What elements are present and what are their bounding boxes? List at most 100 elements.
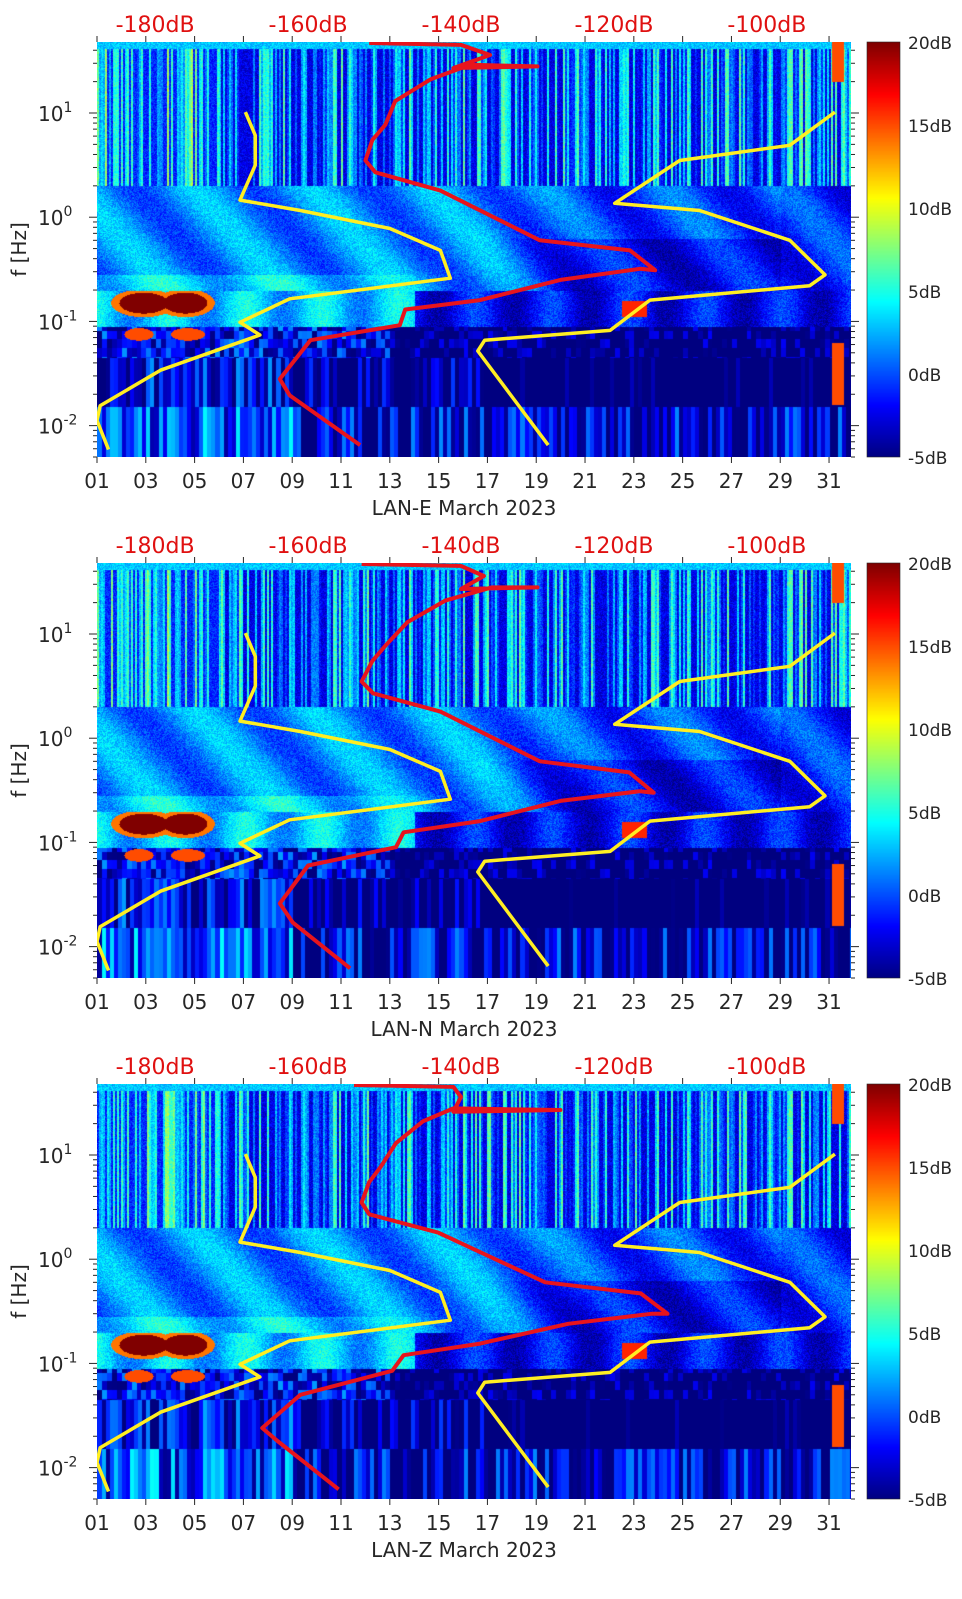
y-tick-base: 10 — [38, 623, 63, 647]
x-tick-label: 27 — [719, 469, 744, 493]
colorbar-tick-label: -5dB — [908, 449, 947, 469]
axes-overlay: 01 03 05 07 09 11 13 15 17 19 21 23 25 27 29 3110110010… — [7, 1055, 952, 1562]
high-noise-model-line — [476, 110, 836, 447]
x-tick-label: 15 — [426, 469, 451, 493]
x-tick-label: 21 — [572, 990, 597, 1014]
colorbar-tick-label: 15dB — [908, 638, 952, 658]
x-tick-label: 05 — [182, 469, 207, 493]
spectrogram-panel: 01 03 05 07 09 11 13 15 17 19 21 23 25 27 29 31 101 100 10… — [0, 0, 962, 520]
top-axis-db-label: -160dB — [269, 13, 348, 38]
colorbar — [867, 1084, 900, 1499]
top-axis-db-label: -120dB — [574, 534, 653, 559]
x-tick-label: 01 — [84, 1511, 109, 1535]
x-axis-label: LAN-N March 2023 — [370, 1017, 557, 1041]
colorbar-tick-label: 5dB — [908, 804, 941, 824]
y-tick-label: 10-2 — [38, 1455, 77, 1481]
y-tick-exponent: -2 — [63, 934, 77, 950]
axes-overlay: 01 03 05 07 09 11 13 15 17 19 21 23 25 27 29 3110110010… — [7, 13, 952, 520]
y-tick-base: 10 — [38, 206, 63, 230]
x-tick-label: 19 — [523, 1511, 548, 1535]
colorbar-tick-label: 5dB — [908, 1325, 941, 1345]
x-tick-label: 11 — [328, 1511, 353, 1535]
y-tick-label: 10-1 — [38, 308, 77, 334]
y-tick-exponent: 0 — [63, 725, 72, 741]
colorbar-tick-label: 20dB — [908, 1076, 952, 1096]
x-tick-label: 07 — [231, 1511, 256, 1535]
colorbar-tick-label: 0dB — [908, 887, 941, 907]
y-tick-base: 10 — [38, 727, 63, 751]
top-axis-db-label: -140dB — [422, 13, 501, 38]
colorbar-tick-label: 0dB — [908, 366, 941, 386]
x-tick-label: 29 — [768, 1511, 793, 1535]
x-tick-label: 11 — [328, 990, 353, 1014]
x-tick-label: 07 — [231, 990, 256, 1014]
x-tick-label: 25 — [670, 990, 695, 1014]
y-tick-label: 10-1 — [38, 829, 77, 855]
high-noise-model-line — [476, 631, 836, 968]
y-tick-base: 10 — [38, 1144, 63, 1168]
x-tick-label: 13 — [377, 469, 402, 493]
x-tick-label: 27 — [719, 1511, 744, 1535]
x-tick-label: 11 — [328, 469, 353, 493]
curves — [97, 42, 836, 451]
x-tick-label: 31 — [816, 1511, 841, 1535]
spectrogram-panel: 01 03 05 07 09 11 13 15 17 19 21 23 25 27 29 31 101 100 10… — [0, 1042, 962, 1562]
top-axis-db-label: -180dB — [116, 1055, 195, 1080]
colorbar-frame — [866, 41, 901, 458]
top-axis-db-label: -100dB — [727, 534, 806, 559]
colorbar-tick-label: 20dB — [908, 34, 952, 54]
y-tick-label: 100 — [38, 725, 72, 751]
top-axis-db-label: -100dB — [727, 1055, 806, 1080]
y-tick-label: 100 — [38, 204, 72, 230]
x-tick-label: 05 — [182, 1511, 207, 1535]
x-tick-label: 31 — [816, 469, 841, 493]
x-tick-label: 03 — [133, 1511, 158, 1535]
colorbar-frame — [866, 562, 901, 979]
top-axis-db-label: -100dB — [727, 13, 806, 38]
y-tick-label: 101 — [38, 621, 72, 647]
station-psd-line — [277, 563, 656, 970]
top-axis-db-label: -120dB — [574, 1055, 653, 1080]
x-tick-label: 17 — [475, 1511, 500, 1535]
y-tick-base: 10 — [38, 1248, 63, 1272]
axis-ticks — [89, 557, 859, 984]
x-tick-label: 09 — [279, 990, 304, 1014]
spectrogram-image — [97, 563, 851, 978]
colorbar-tick-label: 10dB — [908, 200, 952, 220]
low-noise-model-line — [97, 111, 453, 451]
y-tick-label: 100 — [38, 1246, 72, 1272]
y-tick-exponent: -1 — [63, 1350, 77, 1366]
curves — [97, 1084, 836, 1493]
curves — [97, 563, 836, 972]
top-axis-db-label: -140dB — [422, 534, 501, 559]
x-tick-label: 13 — [377, 1511, 402, 1535]
spectrogram-image — [97, 42, 851, 457]
y-tick-label: 10-2 — [38, 413, 77, 439]
x-tick-label: 01 — [84, 990, 109, 1014]
y-tick-base: 10 — [38, 415, 63, 439]
top-axis-db-label: -160dB — [269, 1055, 348, 1080]
y-tick-label: 101 — [38, 1142, 72, 1168]
station-psd-line — [260, 1084, 670, 1491]
colorbar-tick-label: 20dB — [908, 555, 952, 575]
colorbar-tick-label: -5dB — [908, 970, 947, 990]
colorbar-frame — [866, 1083, 901, 1500]
y-tick-base: 10 — [38, 1352, 63, 1376]
spectrogram-image — [97, 1084, 851, 1499]
x-tick-label: 21 — [572, 469, 597, 493]
top-axis-db-label: -120dB — [574, 13, 653, 38]
station-psd-line — [277, 42, 658, 447]
x-tick-label: 23 — [621, 990, 646, 1014]
x-tick-label: 15 — [426, 990, 451, 1014]
y-tick-exponent: 1 — [63, 100, 72, 116]
y-tick-label: 10-1 — [38, 1350, 77, 1376]
x-tick-label: 23 — [621, 1511, 646, 1535]
x-tick-label: 09 — [279, 1511, 304, 1535]
y-tick-label: 10-2 — [38, 934, 77, 960]
top-axis-db-label: -180dB — [116, 13, 195, 38]
y-axis-label: f [Hz] — [7, 222, 31, 277]
axis-ticks — [89, 1078, 859, 1505]
axis-ticks — [89, 36, 859, 463]
low-noise-model-line — [97, 632, 453, 972]
x-tick-label: 29 — [768, 469, 793, 493]
